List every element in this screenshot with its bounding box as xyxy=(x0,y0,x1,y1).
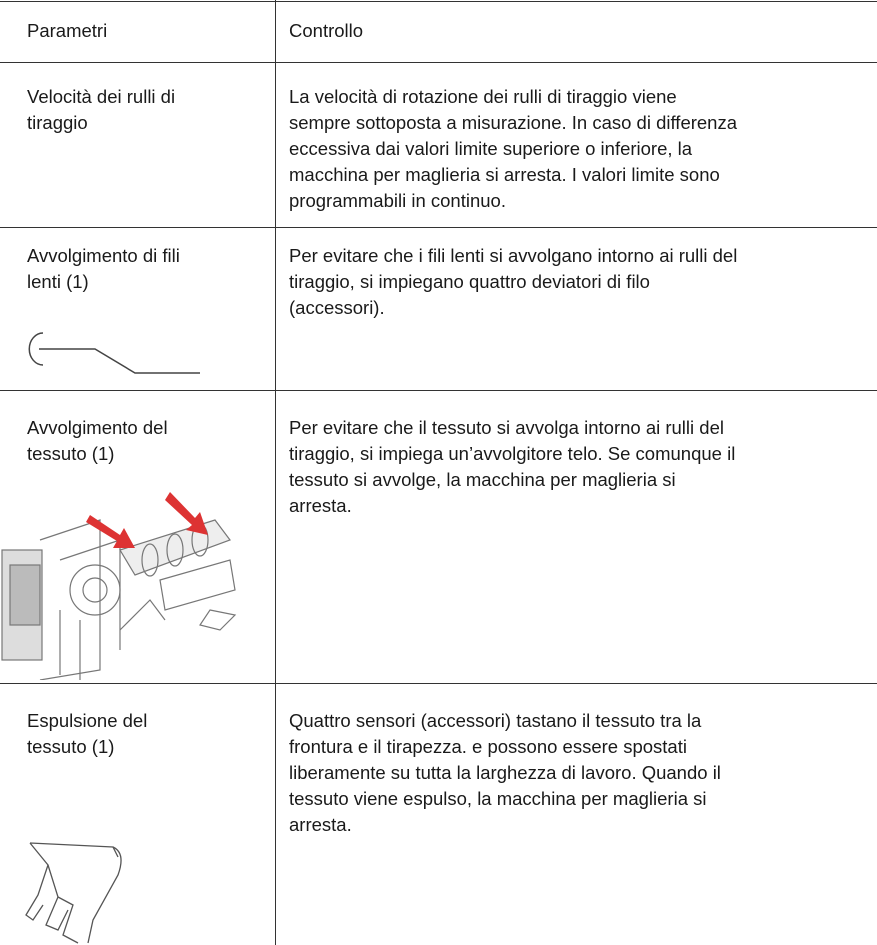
control-text: liberamente su tutta la larghezza di lav… xyxy=(289,762,721,783)
fabric-sensor-icon xyxy=(25,842,122,944)
parameter-text: Espulsione del xyxy=(27,710,148,731)
column-divider xyxy=(275,0,276,945)
parameter-text: Velocità dei rulli di xyxy=(27,86,176,107)
control-text: frontura e il tirapezza. e possono esser… xyxy=(289,736,687,757)
parameter-text: Avvolgimento di fili xyxy=(27,245,180,266)
rule xyxy=(0,390,877,391)
control-text: programmabili in continuo. xyxy=(289,190,506,211)
parameter-text: Avvolgimento del xyxy=(27,417,168,438)
control-text: tessuto si avvolge, la macchina per magl… xyxy=(289,469,676,490)
control-text: (accessori). xyxy=(289,297,385,318)
control-text: arresta. xyxy=(289,814,352,835)
column-header: Controllo xyxy=(289,20,364,41)
parameter-text: tessuto (1) xyxy=(27,736,115,757)
control-text: tessuto viene espulso, la macchina per m… xyxy=(289,788,707,809)
control-text: eccessiva dai valori limite superiore o … xyxy=(289,138,693,159)
parameter-text: lenti (1) xyxy=(27,271,89,292)
parameter-text: tessuto (1) xyxy=(27,443,115,464)
column-header: Parametri xyxy=(27,20,108,41)
control-text: Per evitare che i fili lenti si avvolgan… xyxy=(289,245,738,266)
rule xyxy=(0,1,877,2)
control-text: arresta. xyxy=(289,495,352,516)
fabric-winder-illustration xyxy=(1,492,237,680)
rule xyxy=(0,683,877,684)
parameter-text: tiraggio xyxy=(27,112,88,133)
control-text: macchina per maglieria si arresta. I val… xyxy=(289,164,720,185)
thread-deflector-icon xyxy=(28,332,200,374)
control-text: tiraggio, si impiega un’avvolgitore telo… xyxy=(289,443,736,464)
rule xyxy=(0,62,877,63)
control-text: sempre sottoposta a misurazione. In caso… xyxy=(289,112,738,133)
rule xyxy=(0,227,877,228)
control-text: Per evitare che il tessuto si avvolga in… xyxy=(289,417,724,438)
control-text: tiraggio, si impiegano quattro deviatori… xyxy=(289,271,650,292)
control-text: La velocità di rotazione dei rulli di ti… xyxy=(289,86,677,107)
control-text: Quattro sensori (accessori) tastano il t… xyxy=(289,710,702,731)
